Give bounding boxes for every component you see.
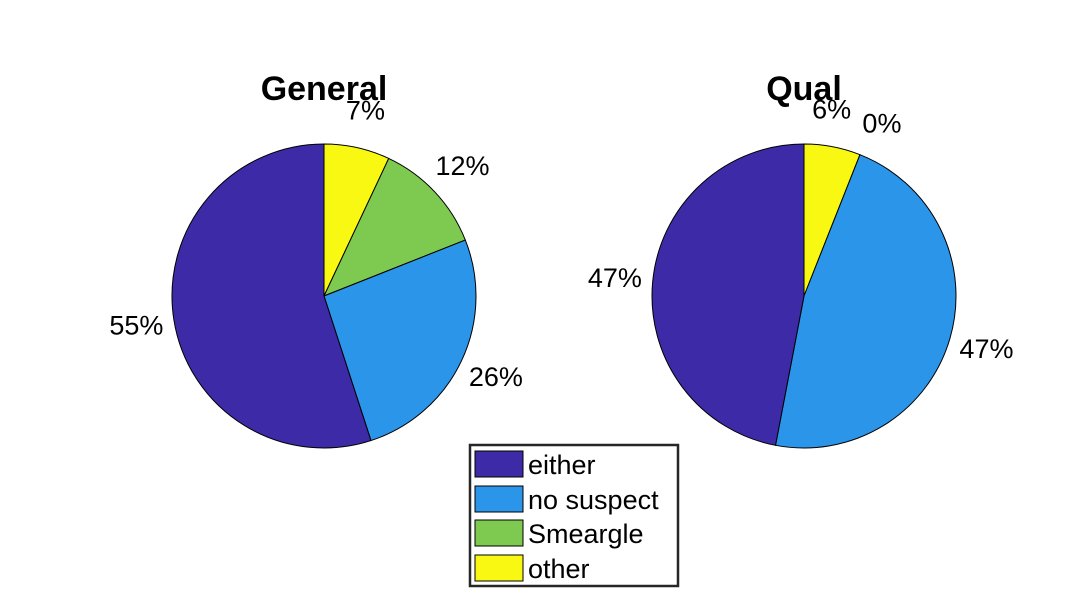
legend-swatch-no-suspect <box>474 485 524 513</box>
legend: either no suspect Smeargle other <box>468 443 680 588</box>
pie-general-label-smeargle: 12% <box>435 151 489 181</box>
pie-general-slice-either <box>171 143 372 449</box>
pie-qual-title: Qual <box>766 70 842 108</box>
pie-qual-label-either: 47% <box>588 263 642 293</box>
legend-swatch-smeargle <box>474 519 524 547</box>
pie-qual-labels: 6% 0% 47% 47% <box>588 94 1014 364</box>
pie-general-slice-smeargle <box>323 157 466 297</box>
pie-qual-slice-either <box>651 143 805 446</box>
pie-general-label-either: 55% <box>109 311 163 341</box>
pie-general-labels: 7% 12% 26% 55% <box>109 96 523 392</box>
pie-qual-slice-no-suspect <box>774 154 957 449</box>
pie-general: 7% 12% 26% 55% General <box>109 70 523 449</box>
pie-general-label-other: 7% <box>346 96 385 126</box>
legend-label-either: either <box>528 450 596 480</box>
legend-label-no-suspect: no suspect <box>528 485 659 515</box>
pie-qual-label-other: 6% <box>812 94 851 124</box>
pie-general-slices <box>171 143 477 449</box>
pie-general-label-no-suspect: 26% <box>469 362 523 392</box>
pie-qual-slices <box>651 143 957 449</box>
pie-qual-label-smeargle: 0% <box>862 108 901 138</box>
pie-qual-label-no-suspect: 47% <box>959 334 1013 364</box>
pie-general-slice-no-suspect <box>323 239 477 442</box>
legend-swatch-either <box>474 450 524 478</box>
pie-general-title: General <box>261 70 388 108</box>
legend-label-other: other <box>528 554 590 584</box>
legend-label-smeargle: Smeargle <box>528 519 644 549</box>
legend-swatch-other <box>474 554 524 582</box>
pie-qual: 6% 0% 47% 47% Qual <box>588 70 1014 449</box>
